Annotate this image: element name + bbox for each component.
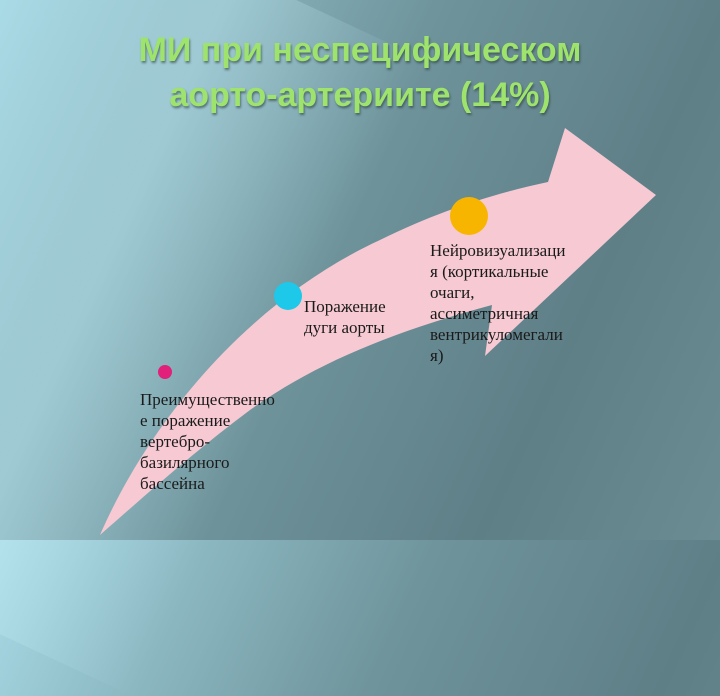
title-line-2: аорто-артериите (14%) — [169, 76, 551, 114]
stage-2-label: Поражение дуги аорты — [304, 297, 386, 337]
curved-arrow — [100, 128, 656, 535]
stage-1-marker — [158, 365, 172, 379]
stage-3-marker — [450, 197, 488, 235]
stage-3-label: Нейровизуализаци я (кортикальные очаги, … — [430, 241, 566, 365]
stage-1-label: Преимущественно е поражение вертебро- ба… — [140, 390, 275, 493]
slide-title: МИ при неспецифическом аорто-артериите (… — [0, 28, 720, 118]
title-line-1: МИ при неспецифическом — [138, 31, 582, 69]
stage-2-marker — [274, 282, 302, 310]
curved-arrow-diagram — [100, 128, 656, 535]
